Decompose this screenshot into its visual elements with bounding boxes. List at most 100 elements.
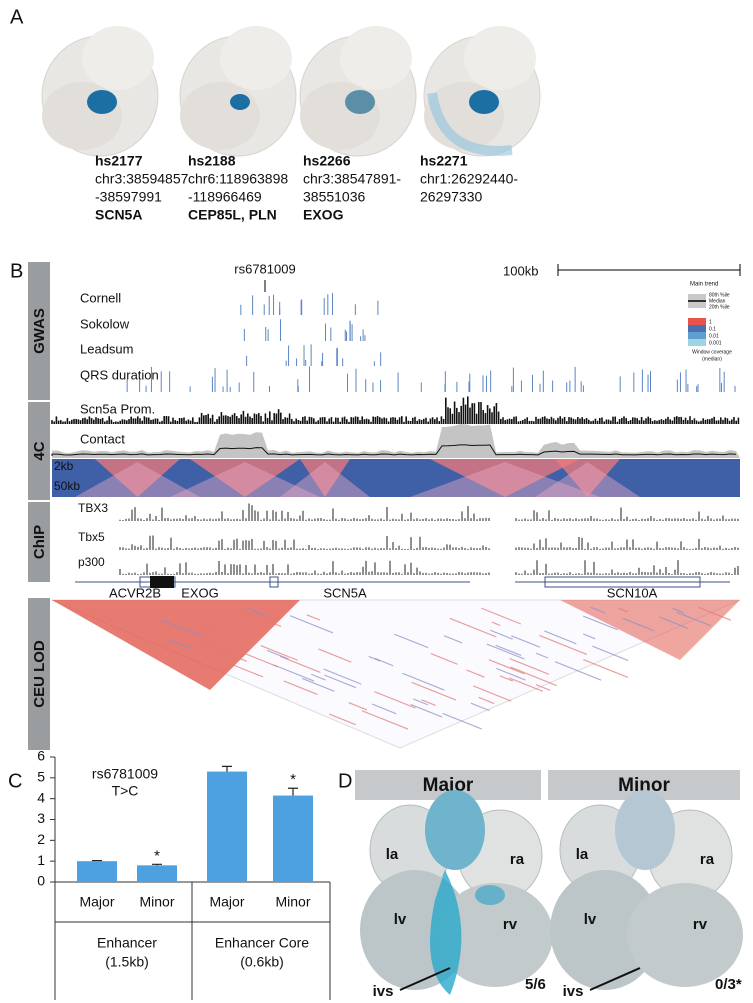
ld-cell xyxy=(496,667,526,681)
ld-cell xyxy=(198,641,247,662)
embryo-count: 5/6 xyxy=(525,976,546,993)
ld-cell xyxy=(582,633,596,640)
ld-cell xyxy=(443,635,463,644)
chamber-label: lv xyxy=(394,911,407,928)
chamber-label: ivs xyxy=(373,983,394,1000)
ld-cell xyxy=(394,633,429,649)
gene-body xyxy=(544,576,701,588)
ld-cell xyxy=(491,621,501,626)
gene-body xyxy=(150,576,174,588)
annotation: T>C xyxy=(112,783,139,799)
outflow xyxy=(425,790,485,870)
bar xyxy=(273,795,313,882)
chamber-label: ra xyxy=(510,851,525,868)
heatmap-hot xyxy=(95,459,180,497)
ventricle-right xyxy=(627,883,743,987)
ld-cell xyxy=(368,655,381,662)
ld-cell xyxy=(470,702,490,712)
panel-label: C xyxy=(8,770,22,792)
ld-cell xyxy=(535,684,551,691)
ld-cell xyxy=(582,615,618,631)
heatmap-warm xyxy=(410,462,600,497)
error-bar xyxy=(222,765,232,772)
gene-body xyxy=(269,576,279,588)
contact-band xyxy=(52,424,740,458)
ld-cell xyxy=(161,619,205,638)
heatmap-hot xyxy=(555,459,620,497)
enhancer-id: hs2266 xyxy=(303,153,351,169)
ld-cell xyxy=(697,606,732,621)
chamber-label: rv xyxy=(693,916,708,933)
ld-cell xyxy=(442,712,482,730)
embryo-stain xyxy=(230,94,250,110)
chamber-label: rv xyxy=(503,916,518,933)
ld-cell xyxy=(236,608,282,628)
ld-cell xyxy=(486,643,525,660)
gene-name: EXOG xyxy=(303,207,344,223)
ld-cell xyxy=(618,607,629,613)
ld-cell xyxy=(488,659,525,675)
error-bar xyxy=(288,787,298,796)
x-tick-label: Major xyxy=(209,894,244,910)
ld-cell xyxy=(510,666,558,687)
legend-scale: 0.001 xyxy=(709,340,722,346)
legend-swatch xyxy=(688,332,706,339)
ld-cell xyxy=(228,662,264,678)
track-label: p300 xyxy=(78,555,105,569)
embryo-lower xyxy=(180,82,260,150)
legend-scale: 0.01 xyxy=(709,333,719,339)
ld-cell xyxy=(184,619,229,638)
ld-cell xyxy=(499,675,514,682)
ld-cell xyxy=(509,658,550,675)
ld-cell xyxy=(478,696,495,705)
significance: * xyxy=(290,771,296,788)
legend-item: 20th %ile xyxy=(709,304,730,310)
y-tick-label: 5 xyxy=(37,769,45,785)
contact-median xyxy=(51,444,737,456)
chamber-label: la xyxy=(576,846,589,863)
y-tick-label: 3 xyxy=(37,810,45,826)
ld-cell xyxy=(306,614,321,621)
group-label: Enhancer Core xyxy=(215,935,309,951)
ld-cell xyxy=(323,668,362,685)
chamber-label: ivs xyxy=(563,983,584,1000)
y-tick-label: 6 xyxy=(37,748,45,764)
coordinates: chr1:26292440- xyxy=(420,171,518,187)
x-tick-label: Minor xyxy=(275,894,310,910)
embryo-stain xyxy=(87,90,117,114)
legend-swatch xyxy=(688,339,706,346)
ld-cell xyxy=(480,607,522,625)
track-label: QRS duration xyxy=(80,367,159,382)
legend-scale: 1 xyxy=(709,319,712,325)
ld-cell xyxy=(449,617,497,638)
group-label: Enhancer xyxy=(97,935,157,951)
legend-title: Main trend xyxy=(690,282,718,288)
ld-cell xyxy=(374,691,416,709)
gene-label: SCN5A xyxy=(323,585,367,600)
ld-cell xyxy=(196,637,227,651)
ld-cell xyxy=(554,661,602,681)
ivs-pointer xyxy=(399,967,451,991)
group-label: (0.6kb) xyxy=(240,954,284,970)
ld-cell xyxy=(273,664,315,682)
ld-cell xyxy=(318,648,352,663)
y-tick-label: 1 xyxy=(37,852,45,868)
ld-cell xyxy=(473,685,512,702)
window-label: 2kb xyxy=(54,459,74,473)
embryo-stain xyxy=(427,92,513,156)
stain xyxy=(430,870,462,995)
ld-cell xyxy=(539,634,588,655)
track-label: Sokolow xyxy=(80,316,130,331)
x-tick-label: Major xyxy=(79,894,114,910)
scale-label: 100kb xyxy=(503,263,538,278)
ld-cell xyxy=(244,652,279,668)
ld-cell xyxy=(88,609,124,625)
ld-cell xyxy=(411,681,457,701)
ld-cell xyxy=(490,629,513,640)
gene-label: ACVR2B xyxy=(109,585,161,600)
ld-cell xyxy=(323,674,357,689)
ld-cell xyxy=(622,617,655,632)
ld-cell xyxy=(329,713,356,726)
ld-cell xyxy=(260,644,299,661)
